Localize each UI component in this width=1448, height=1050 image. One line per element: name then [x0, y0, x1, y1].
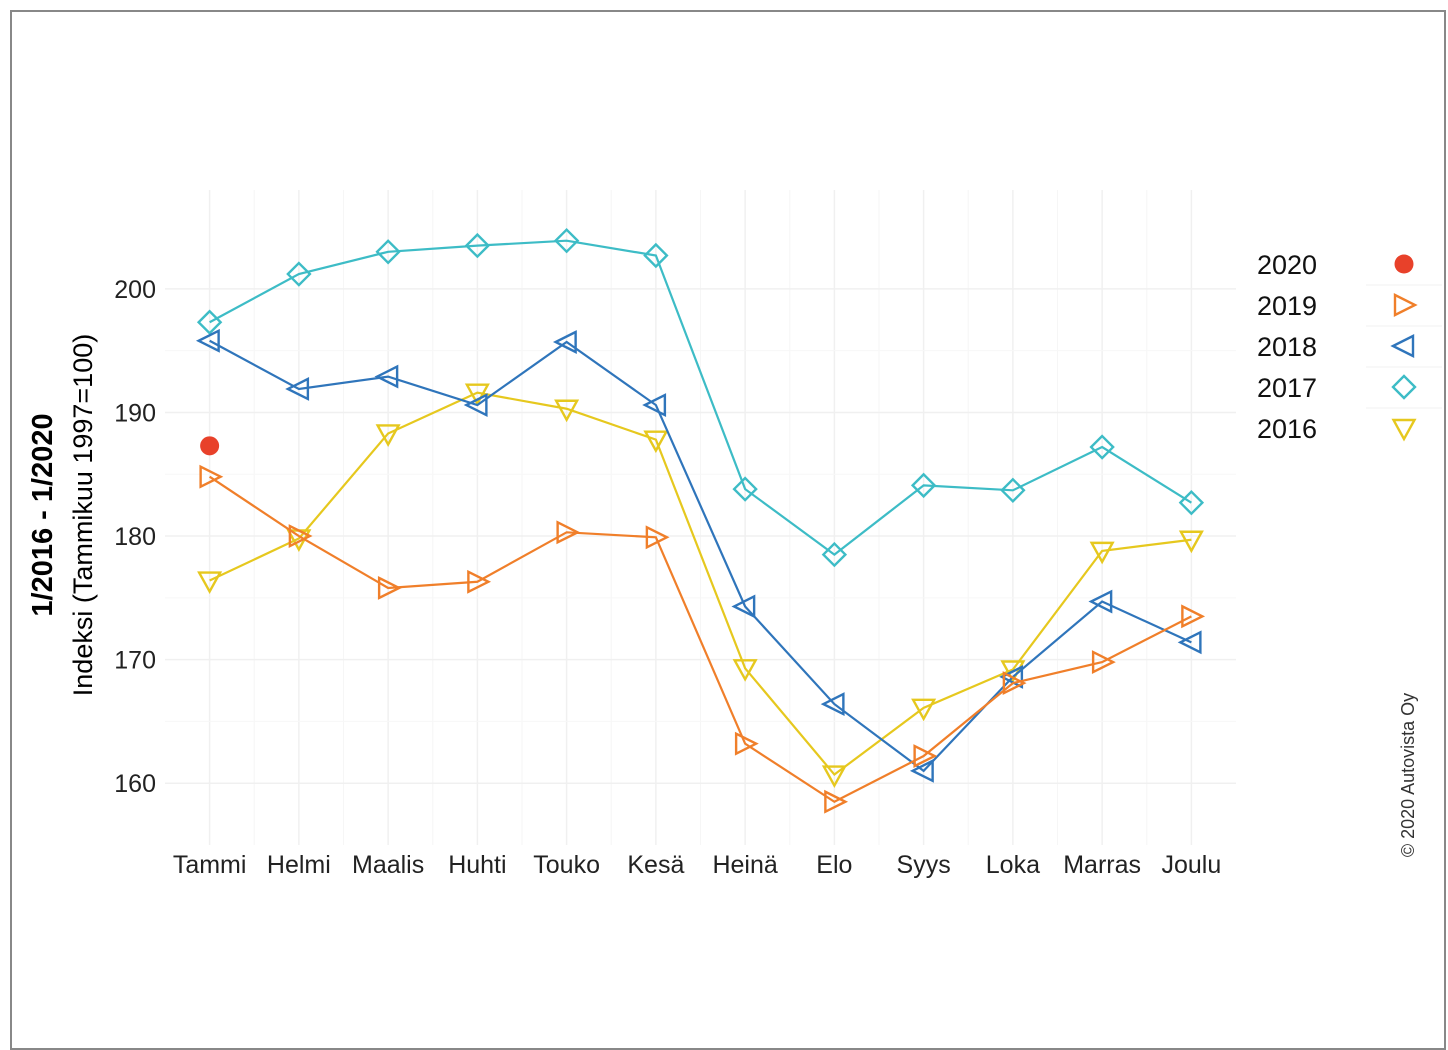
data-point-2019	[734, 731, 759, 756]
y-tick-label: 180	[114, 523, 156, 551]
x-axis-ticks: Tammi Helmi Maalis Huhti Touko Kesä Heinä Elo Sy…	[173, 851, 1221, 879]
data-point-2017	[1089, 434, 1115, 460]
y-axis-ticks: 160 170 180 190 200	[114, 276, 156, 798]
data-point-2019	[556, 520, 581, 545]
grid	[165, 190, 1236, 845]
data-point-2017	[910, 472, 937, 499]
data-point-2019	[1091, 650, 1116, 675]
data-point-2017	[196, 309, 223, 335]
series-2020	[200, 436, 220, 456]
data-point-2017	[553, 227, 580, 254]
x-tick-label: Marras	[1063, 851, 1141, 879]
copyright-notice: © 2020 Autovista Oy	[1398, 693, 1418, 857]
data-point-2017	[732, 476, 758, 502]
legend-label-2016: 2016	[1257, 414, 1317, 444]
data-point-2017	[821, 541, 848, 568]
series-line-2019	[209, 475, 1192, 804]
x-tick-label: Elo	[816, 851, 852, 879]
data-point-2017	[643, 242, 669, 269]
data-point-2019	[824, 789, 849, 814]
series-2017	[196, 227, 1205, 568]
series-line-2016	[209, 391, 1192, 777]
data-point-2019	[1181, 604, 1206, 629]
data-point-2019	[288, 524, 313, 548]
legend-marker-2017	[1391, 374, 1417, 400]
x-tick-label: Loka	[986, 851, 1040, 879]
x-tick-label: Joulu	[1161, 851, 1221, 879]
legend-marker-2018	[1390, 334, 1415, 358]
x-tick-label: Touko	[533, 851, 600, 879]
data-point-2019	[377, 576, 402, 600]
data-point-2016	[732, 659, 758, 682]
legend-label-2019: 2019	[1257, 291, 1317, 321]
x-tick-label: Kesä	[627, 851, 684, 879]
y-tick-label: 160	[114, 770, 156, 798]
data-point-2016	[464, 383, 490, 407]
data-point-2016	[554, 399, 580, 423]
x-tick-label: Heinä	[712, 851, 777, 879]
data-point-2016	[1000, 660, 1026, 683]
data-point-2019	[467, 569, 492, 594]
data-point-2017	[375, 239, 401, 265]
data-point-2019	[913, 744, 938, 768]
series-line-2018	[209, 339, 1192, 773]
data-point-2016	[197, 571, 223, 595]
data-point-2018	[731, 594, 756, 619]
data-point-2019	[645, 525, 670, 550]
data-point-2017	[286, 261, 312, 287]
x-tick-label: Tammi	[173, 851, 247, 879]
data-point-2016	[821, 765, 847, 789]
data-point-2019	[1002, 671, 1027, 696]
y-axis-title-period: 1/2016 - 1/2020	[27, 413, 59, 616]
data-point-2019	[199, 464, 224, 489]
legend-marker-2019	[1393, 293, 1418, 317]
series-line-2017	[209, 239, 1192, 556]
data-point-2018	[463, 393, 488, 417]
data-point-2018	[909, 758, 934, 783]
legend-marker-2016	[1391, 418, 1417, 442]
y-tick-label: 200	[114, 276, 156, 304]
legend-label-2018: 2018	[1257, 332, 1317, 362]
data-point-2018	[1177, 630, 1202, 655]
data-point-2016	[1089, 541, 1115, 565]
legend-label-2017: 2017	[1257, 373, 1317, 403]
data-point-2018	[999, 664, 1024, 689]
data-point-2018	[195, 328, 220, 353]
data-point-2016	[911, 698, 937, 722]
x-tick-label: Syys	[897, 851, 951, 879]
y-axis-title-index: Indeksi (Tammikuu 1997=100)	[68, 334, 98, 696]
legend: 2020 2019 2018 2017 2016	[1257, 250, 1442, 444]
chart-frame	[10, 10, 1446, 1050]
series-layer	[195, 227, 1206, 814]
x-tick-label: Maalis	[352, 851, 424, 879]
data-point-2016	[643, 430, 669, 454]
data-point-2017	[464, 232, 491, 259]
y-tick-label: 170	[114, 647, 156, 675]
data-point-2018	[642, 393, 667, 417]
x-tick-label: Huhti	[448, 851, 506, 879]
data-point-2017	[1178, 489, 1205, 516]
data-point-2017	[1000, 477, 1026, 504]
data-point-2016	[1178, 530, 1204, 554]
legend-marker-2020	[1394, 254, 1414, 274]
y-tick-label: 190	[114, 399, 156, 427]
series-2018	[195, 328, 1202, 783]
data-point-2020	[200, 436, 220, 456]
data-point-2018	[374, 364, 399, 389]
data-point-2018	[1088, 589, 1113, 614]
data-point-2018	[285, 377, 310, 401]
data-point-2018	[552, 330, 577, 354]
data-point-2018	[820, 692, 845, 717]
data-point-2016	[375, 424, 401, 447]
x-tick-label: Helmi	[267, 851, 331, 879]
legend-label-2020: 2020	[1257, 250, 1317, 280]
series-2019	[199, 464, 1206, 814]
